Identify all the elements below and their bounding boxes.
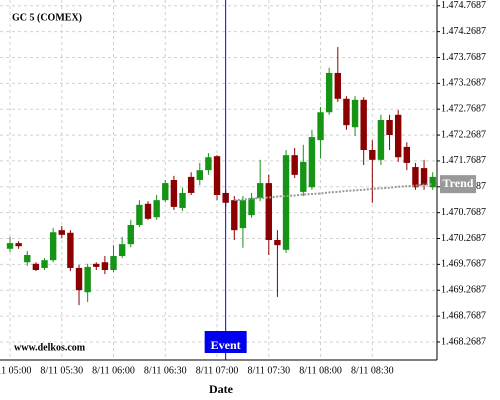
candle-body (144, 203, 152, 219)
candle-body (118, 244, 126, 257)
candle-body (343, 98, 350, 126)
candle-body (325, 72, 333, 113)
watermark: www.delkos.com (14, 342, 86, 353)
candle-body (369, 150, 376, 160)
x-tick-label: 8/11 05:30 (40, 365, 83, 376)
y-tick-label: 1.473.7687 (441, 52, 486, 63)
candle-body (84, 266, 91, 293)
candle-body (291, 155, 298, 175)
candle-body (386, 120, 393, 135)
candle-body (265, 183, 272, 240)
candle-body (205, 157, 212, 171)
candle-body (41, 260, 48, 268)
candle-body (162, 183, 169, 201)
candle-body (49, 232, 57, 261)
candle-body (213, 156, 221, 195)
candle-body (127, 225, 134, 245)
candle-body (179, 192, 186, 208)
candle-body (6, 243, 14, 249)
candle-body (239, 200, 247, 229)
candle-body (170, 180, 178, 207)
y-tick-label: 1.469.2687 (441, 285, 486, 296)
candle-body (24, 255, 31, 263)
y-tick-label: 1.468.2687 (441, 336, 486, 347)
y-tick-label: 1.472.2687 (441, 129, 486, 140)
y-tick-label: 1.474.2687 (441, 26, 486, 37)
plot (6, 0, 436, 360)
y-tick-label: 1.470.7687 (441, 207, 486, 218)
x-tick-label: 8/11 08:30 (351, 365, 394, 376)
candle-body (351, 99, 359, 128)
candle-body (360, 99, 367, 150)
candle-body (153, 200, 160, 218)
candle-body (394, 114, 402, 158)
candle-body (308, 137, 316, 188)
candle-body (231, 200, 238, 231)
candle-body (187, 176, 195, 193)
candle-body (58, 230, 65, 235)
y-tick-label: 1.473.2687 (441, 78, 486, 89)
x-tick-label: 8/11 05:00 (0, 365, 31, 376)
x-tick-label: 8/11 06:30 (144, 365, 187, 376)
candle-body (75, 267, 83, 291)
candle-body (248, 198, 255, 216)
candle-body (282, 155, 290, 250)
x-axis-title: Date (209, 382, 234, 396)
candle-body (196, 170, 203, 180)
event-box (204, 331, 247, 353)
y-tick-label: 1.468.7687 (441, 310, 486, 321)
candle-body (15, 243, 22, 247)
candle-body (334, 72, 342, 99)
trend-label: Trend (443, 176, 474, 190)
y-tick-label: 1.469.7687 (441, 259, 486, 270)
candle-body (110, 256, 117, 270)
candle-body (377, 120, 385, 160)
x-tick-label: 8/11 07:00 (196, 365, 239, 376)
candle-body (317, 112, 324, 141)
x-tick-label: 8/11 07:30 (247, 365, 290, 376)
candle-body (67, 232, 74, 268)
y-tick-label: 1.472.7687 (441, 104, 486, 115)
candle-body (101, 262, 109, 270)
candle-body (300, 161, 307, 192)
labels: 1.474.7687 1.474.2687 1.473.7687 1.473.2687… (0, 0, 486, 376)
y-tick-label: 1.470.2687 (441, 233, 486, 244)
y-tick-label: 1.474.7687 (441, 0, 486, 11)
x-tick-label: 8/11 06:00 (92, 365, 135, 376)
candle-body (412, 167, 419, 188)
event-label: Event (211, 338, 241, 352)
trend-label-box (440, 175, 476, 194)
candle-body (32, 263, 40, 270)
trend-line (234, 183, 433, 202)
chart-title: GC 5 (COMEX) (12, 12, 82, 23)
candle-body (256, 183, 264, 199)
candle-body (420, 168, 428, 186)
candle-body (403, 146, 411, 163)
candle-body (429, 176, 436, 188)
candle-body (274, 240, 281, 246)
candle-body (93, 263, 100, 267)
x-tick-label: 8/11 08:00 (299, 365, 342, 376)
y-tick-label: 1.471.7687 (441, 155, 486, 166)
candle-body (136, 204, 143, 225)
